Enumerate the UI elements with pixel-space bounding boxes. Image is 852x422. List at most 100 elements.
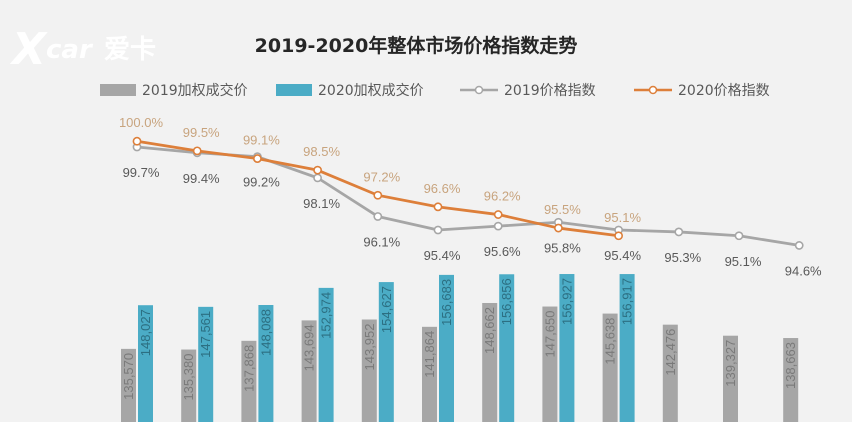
index-2019-point-label: 95.4%: [604, 248, 641, 263]
price-2020-bar-label: 148,027: [138, 309, 153, 356]
price-2019-bar: [662, 324, 678, 422]
legend-marker-2020-line: [648, 85, 658, 95]
price-2019-bar-label: 143,952: [362, 323, 377, 370]
price-2019-bar: [181, 349, 197, 422]
price-2019-bar: [422, 326, 437, 422]
price-2019-bar-label: 135,570: [121, 353, 136, 400]
legend-swatch-2019-bar: [100, 84, 136, 96]
index-2020-point-label: 95.5%: [544, 202, 581, 217]
index-2020-point: [192, 146, 202, 156]
index-2019-point-label: 94.6%: [785, 263, 822, 278]
price-2019-bar-label: 135,380: [181, 354, 196, 401]
logo-chinese-text: 爱卡: [104, 35, 156, 65]
price-2020-bar: [258, 304, 274, 422]
price-2020-bar: [499, 274, 515, 422]
index-2019-point: [734, 231, 744, 241]
index-2019-point: [433, 225, 443, 235]
price-2020-bar-label: 148,088: [258, 309, 273, 356]
price-2020-bar-label: 147,561: [198, 311, 213, 358]
price-2019-bar: [723, 335, 738, 422]
index-2020-point-label: 96.2%: [484, 189, 521, 204]
price-2020-bar-label: 152,974: [319, 292, 334, 339]
price-2019-bar-label: 148,662: [482, 307, 497, 354]
index-2019-point-label: 99.4%: [183, 171, 220, 186]
index-2019-point-label: 99.2%: [243, 175, 280, 190]
price-2020-bar-label: 156,917: [620, 278, 635, 325]
index-2020-line: [136, 139, 619, 238]
index-2020-point-label: 97.2%: [363, 169, 400, 184]
legend-swatch-2020-bar: [276, 84, 312, 96]
index-2019-point-label: 95.8%: [544, 240, 581, 255]
index-2019-point-label: 96.1%: [363, 234, 400, 249]
price-2019-bar-label: 141,864: [422, 331, 437, 378]
index-2020-point-label: 98.5%: [303, 144, 340, 159]
price-2020-bar-label: 156,927: [559, 278, 574, 325]
price-2019-bar-label: 137,868: [241, 345, 256, 392]
price-2020-bar: [559, 274, 575, 422]
index-2019-line: [136, 145, 800, 247]
index-2020-point-label: 100.0%: [119, 115, 164, 130]
price-2020-bar-label: 156,683: [439, 279, 454, 326]
bar-label-group: 135,570 135,380 137,868 143,694 143,952 141,8…: [121, 278, 798, 401]
price-2020-bar: [138, 305, 153, 422]
price-2019-bar-label: 138,663: [783, 342, 798, 389]
index-2020-point: [252, 154, 262, 163]
index-2019-point: [794, 241, 804, 250]
index-2020-point-label: 95.1%: [604, 210, 641, 225]
chart-title: 2019-2020年整体市场价格指数走势: [255, 34, 578, 57]
index-2019-point: [313, 173, 322, 183]
index-2020-point-label: 99.1%: [243, 133, 280, 148]
index-2019-point: [493, 221, 503, 231]
index-2020-point: [554, 223, 563, 233]
price-2019-bar: [241, 340, 257, 422]
index-2019-point-label: 95.3%: [664, 250, 701, 265]
legend-label-2020-bar: 2020加权成交价: [318, 82, 424, 99]
legend-item-2019-index: 2019价格指数: [460, 83, 596, 99]
price-2020-bar: [378, 282, 394, 422]
xcar-logo: X car 爱卡: [9, 24, 156, 75]
index-2019-point-label: 98.1%: [303, 196, 340, 211]
index-2020-point: [614, 231, 623, 241]
index-2020-point: [493, 210, 503, 219]
legend-item-2020-price: 2020加权成交价: [276, 82, 424, 99]
index-2020-point-label: 96.6%: [424, 181, 461, 196]
index-2020-point: [313, 165, 322, 175]
index-2019-point-label: 99.7%: [123, 165, 160, 180]
legend-item-2020-index: 2020价格指数: [634, 83, 770, 99]
legend-label-2020-line: 2020价格指数: [678, 83, 770, 99]
price-2019-bar-label: 139,327: [723, 340, 738, 387]
price-2020-bar: [619, 274, 635, 422]
index-2020-point-label: 99.5%: [183, 125, 220, 140]
price-2020-bar: [439, 274, 454, 422]
logo-car-text: car: [46, 35, 94, 65]
legend-label-2019-line: 2019价格指数: [504, 83, 596, 99]
price-2019-bar: [542, 306, 558, 422]
line-group: [132, 136, 804, 250]
price-2019-bar-label: 143,694: [302, 324, 317, 371]
price-2019-bar: [482, 302, 498, 422]
index-2020-point: [132, 136, 142, 146]
legend-marker-2019-line: [474, 85, 484, 95]
price-2020-bar: [318, 287, 334, 422]
price-2019-bar: [121, 348, 136, 422]
price-2019-bar-label: 147,650: [542, 311, 557, 358]
index-2019-point: [373, 212, 383, 221]
price-2019-bar: [361, 319, 377, 422]
price-2019-bar: [301, 320, 317, 422]
legend-label-2019-bar: 2019加权成交价: [142, 82, 248, 99]
price-2020-bar: [198, 306, 214, 422]
price-2019-bar: [783, 338, 799, 422]
index-2019-point: [674, 227, 684, 237]
price-2019-bar: [602, 313, 618, 422]
index-2019-point-label: 95.1%: [725, 254, 762, 269]
point-label-group: 99.7% 99.4% 99.2% 98.1% 96.1% 95.4% 95.6% 95.8%…: [119, 115, 822, 278]
bar-group: [121, 274, 799, 422]
price-2019-bar-label: 145,638: [603, 318, 618, 365]
index-2020-point: [433, 202, 443, 212]
index-2020-point: [373, 190, 383, 200]
legend-item-2019-price: 2019加权成交价: [100, 82, 248, 99]
index-2019-point-label: 95.4%: [424, 248, 461, 263]
index-2019-point-label: 95.6%: [484, 244, 521, 259]
price-2019-bar-label: 142,476: [663, 329, 678, 376]
